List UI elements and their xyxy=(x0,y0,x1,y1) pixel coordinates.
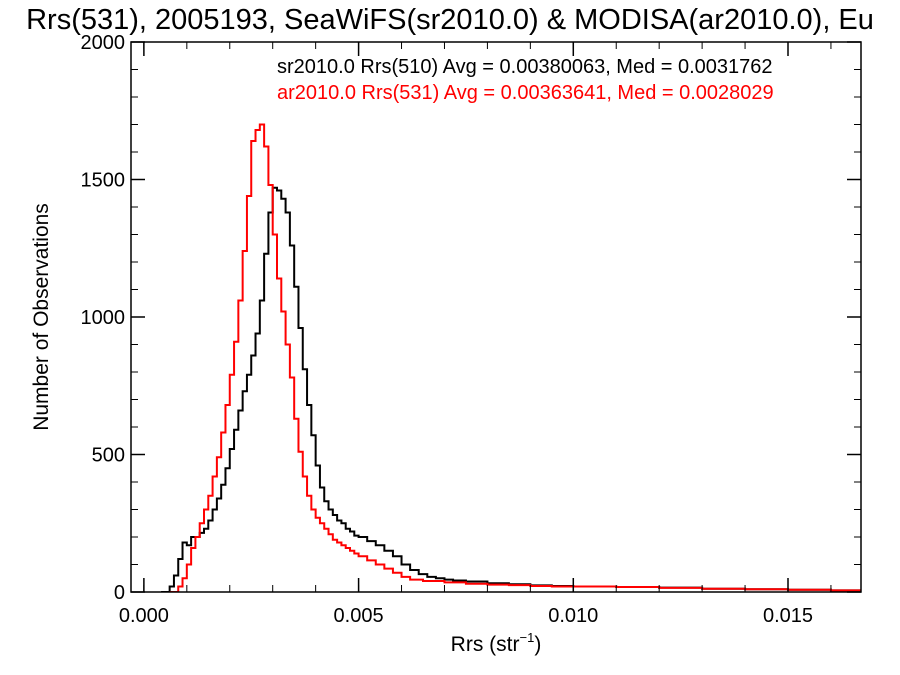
x-tick-label: 0.005 xyxy=(334,605,384,627)
x-axis: 0.000 0.005 0.010 0.015 xyxy=(119,42,832,627)
legend-entry-1: sr2010.0 Rrs(510) Avg = 0.00380063, Med … xyxy=(277,56,773,78)
y-axis-label: Number of Observations xyxy=(30,203,53,431)
legend-entry-2: ar2010.0 Rrs(531) Avg = 0.00363641, Med … xyxy=(277,82,774,104)
y-tick-label: 2000 xyxy=(81,32,126,54)
chart-title: Rrs(531), 2005193, SeaWiFS(sr2010.0) & M… xyxy=(26,4,874,36)
x-tick-label: 0.000 xyxy=(119,605,169,627)
y-tick-label: 500 xyxy=(92,445,125,467)
x-tick-label: 0.010 xyxy=(548,605,598,627)
x-axis-label: Rrs (str−1) xyxy=(451,630,542,656)
plot-frame xyxy=(130,41,862,593)
x-tick-label: 0.015 xyxy=(763,605,813,627)
y-tick-label: 1500 xyxy=(81,170,126,192)
series-line-1 xyxy=(161,186,861,592)
y-tick-label: 1000 xyxy=(81,307,126,329)
series-layer xyxy=(161,123,861,592)
y-tick-label: 0 xyxy=(114,582,125,604)
legend: sr2010.0 Rrs(510) Avg = 0.00380063, Med … xyxy=(277,56,774,104)
y-axis: 0 500 1000 1500 2000 xyxy=(81,32,861,604)
series-line-2 xyxy=(169,123,861,592)
